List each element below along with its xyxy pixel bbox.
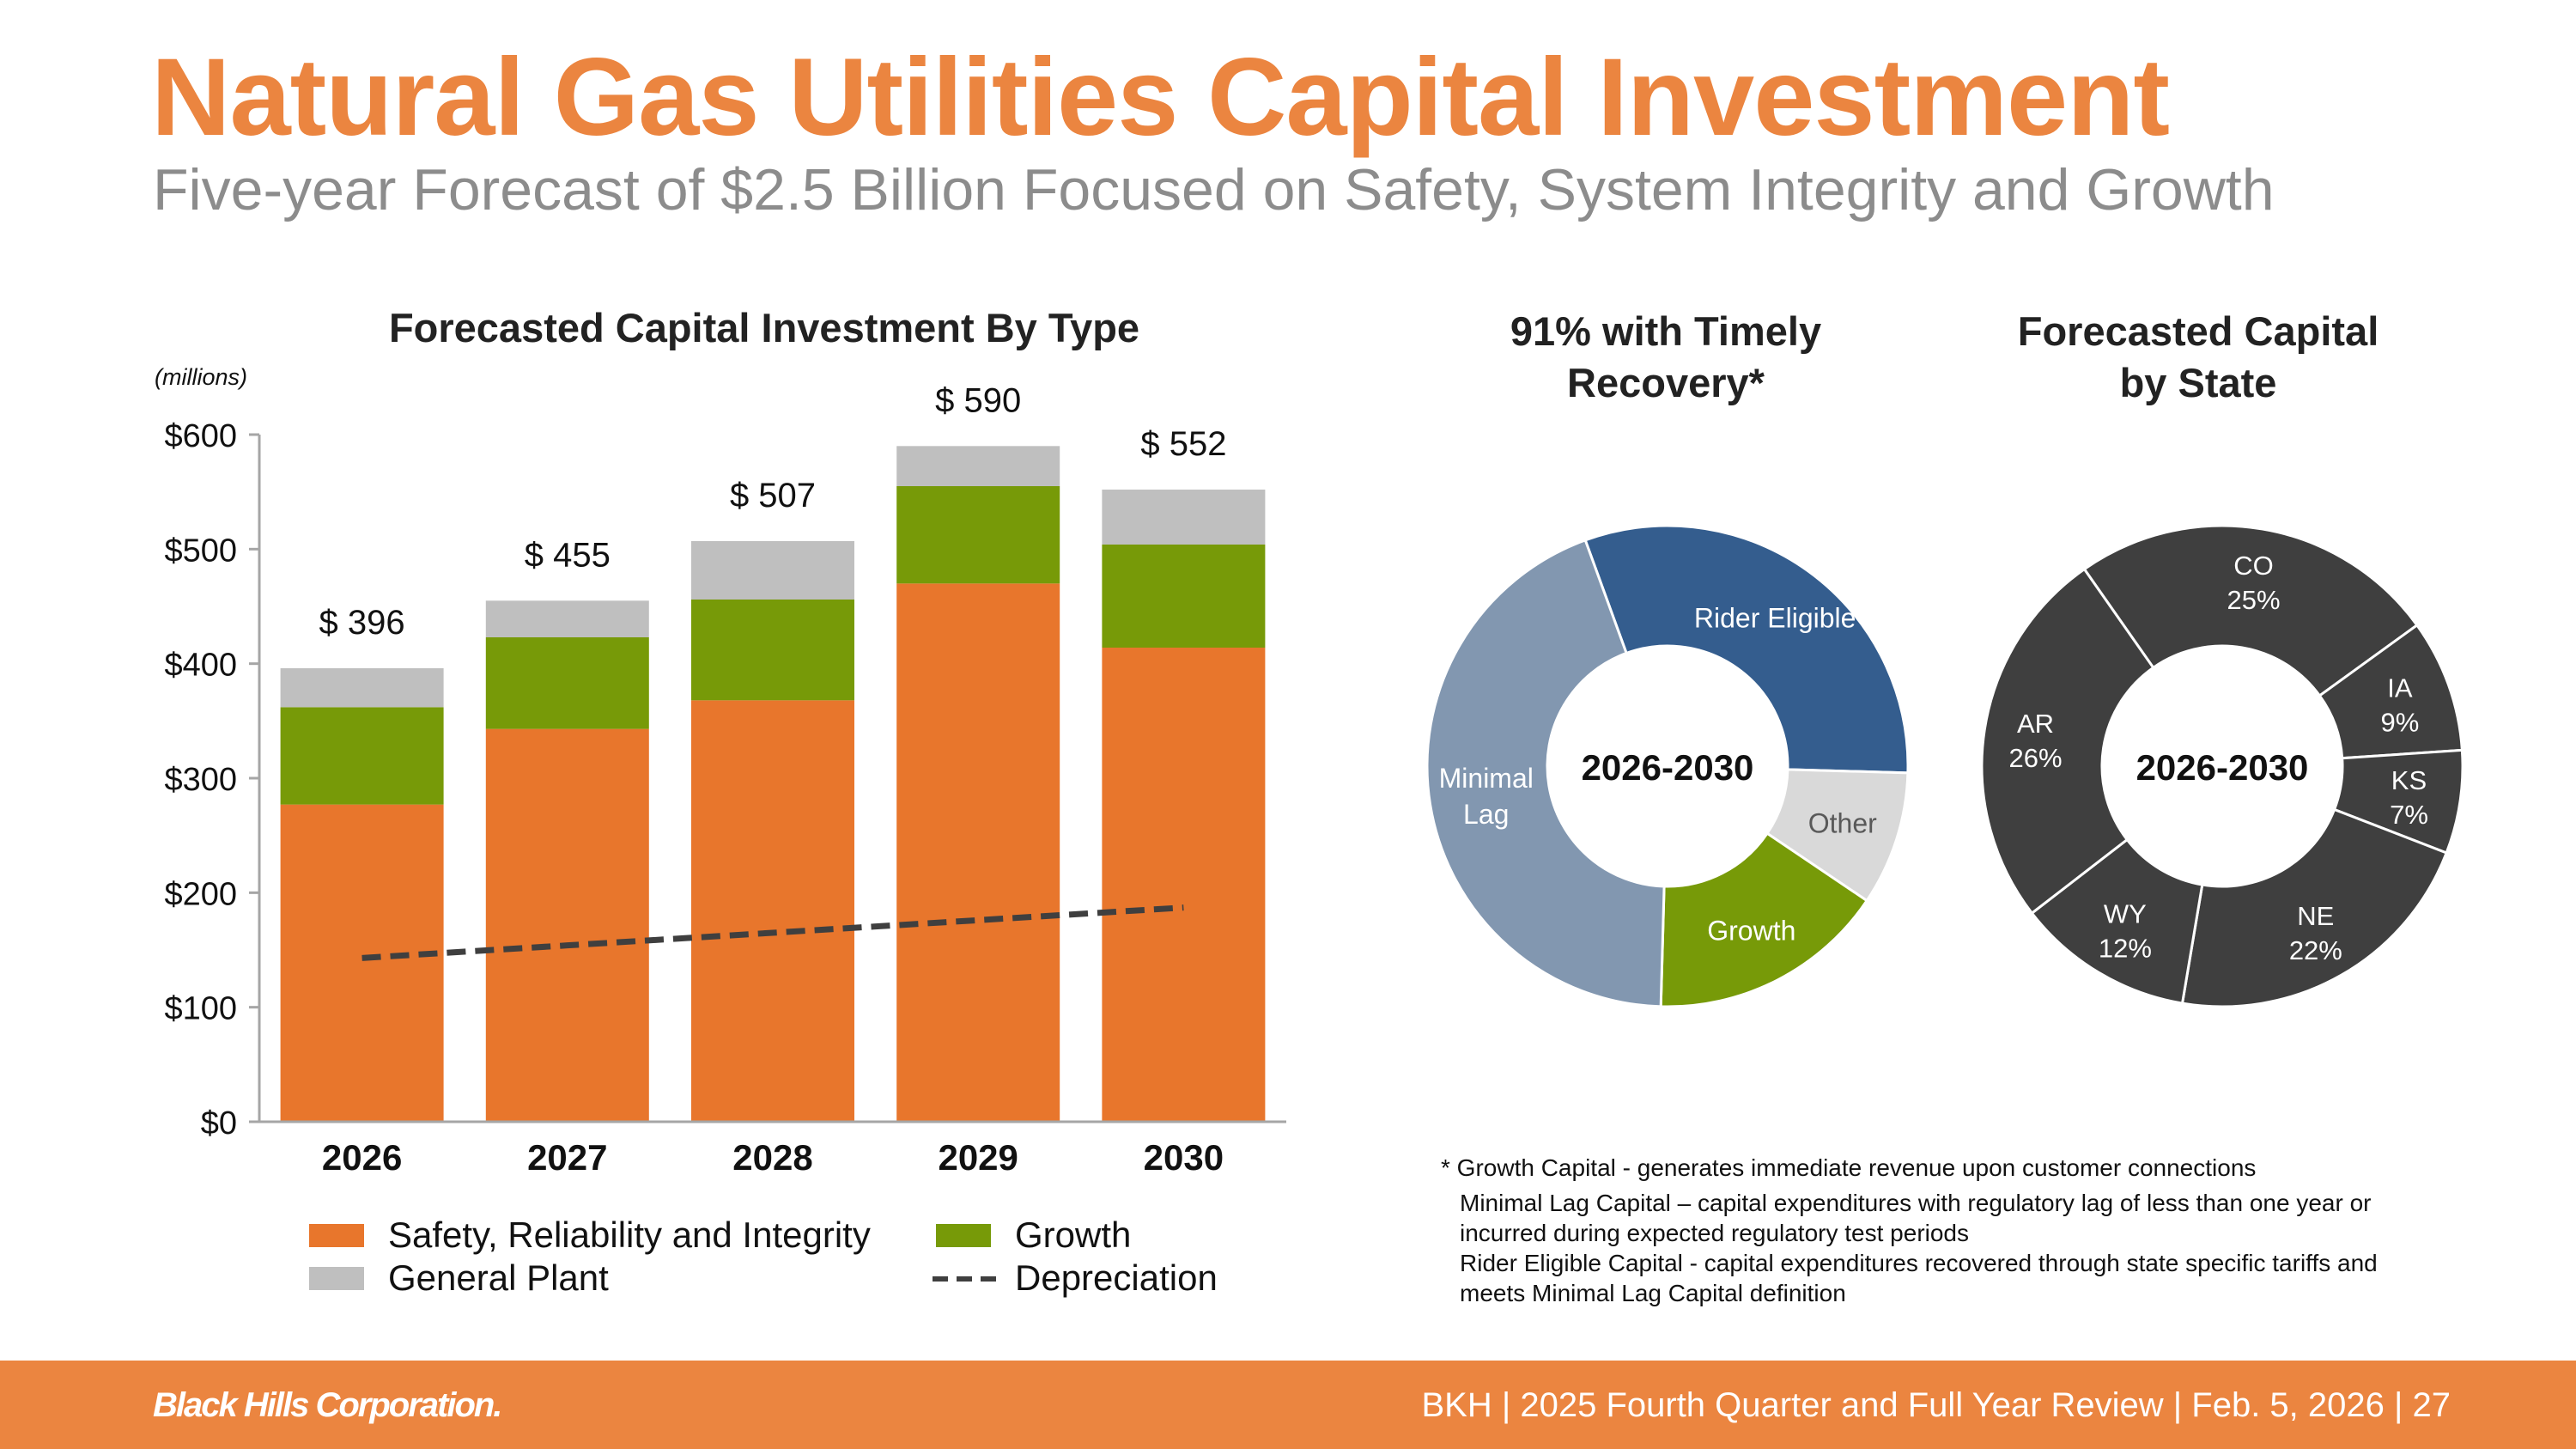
legend-swatch-safety <box>309 1224 364 1247</box>
bar-segment-safety-2028 <box>691 700 854 1122</box>
y-tick-label: $0 <box>201 1105 237 1142</box>
state-slice-name-ks: KS <box>2391 765 2427 795</box>
state-slice-ar <box>1980 567 2155 916</box>
state-title-line-2: by State <box>2119 360 2277 405</box>
y-tick-label: $500 <box>164 533 237 569</box>
footnote-minimal-lag: Minimal Lag Capital – capital expenditur… <box>1460 1190 2372 1216</box>
state-slice-pct-ar: 26% <box>2008 743 2062 773</box>
x-tick-label-2029: 2029 <box>938 1137 1018 1178</box>
bar-chart: $0 $100 $200 $300 $400 $500 $600 $ 396 2026 $ 455… <box>164 381 1286 1298</box>
recovery-slice-label-other: Other <box>1808 807 1877 838</box>
state-slice-name-co: CO <box>2233 551 2274 581</box>
y-tick-label: $100 <box>164 991 237 1027</box>
recovery-slice-minimal-lag <box>1425 538 1666 1008</box>
bar-segment-growth-2028 <box>691 600 854 701</box>
company-logo: Black Hills Corporation. <box>153 1386 502 1424</box>
state-center-label: 2026-2030 <box>2136 747 2309 788</box>
state-donut: CO 25% IA 9% KS 7% NE 22% WY 12% AR 26% 2026-2030 <box>1980 524 2464 1008</box>
state-slice-pct-ks: 7% <box>2390 800 2428 830</box>
bar-segment-general-2030 <box>1102 490 1266 545</box>
bar-chart-title: Forecasted Capital Investment By Type <box>388 305 1140 350</box>
legend-swatch-growth <box>936 1224 991 1247</box>
footnote-minimal-lag-cont: incurred during expected regulatory test… <box>1460 1220 1970 1246</box>
legend-label-general: General Plant <box>388 1257 609 1298</box>
recovery-slice-label-minimal-lag: Minimal <box>1439 763 1534 794</box>
footnote-rider-cont: meets Minimal Lag Capital definition <box>1460 1280 1846 1306</box>
state-slice-ne <box>2180 807 2449 1008</box>
bar-segment-general-2027 <box>485 600 649 637</box>
recovery-slice-label-minimal-lag: Lag <box>1463 799 1509 830</box>
y-tick-label: $400 <box>164 648 237 684</box>
recovery-slice-growth <box>1659 831 1869 1008</box>
recovery-slice-label-rider-eligible: Rider Eligible <box>1694 602 1856 633</box>
recovery-title-line-1: 91% with Timely <box>1510 308 1822 354</box>
footnote-rider: Rider Eligible Capital - capital expendi… <box>1460 1250 2378 1276</box>
x-tick-label-2028: 2028 <box>732 1137 812 1178</box>
bar-segment-growth-2027 <box>485 637 649 729</box>
state-slice-name-wy: WY <box>2104 899 2147 929</box>
page-title: Natural Gas Utilities Capital Investment <box>151 36 2170 159</box>
bar-segment-safety-2030 <box>1102 648 1266 1122</box>
recovery-donut-title: 91% with Timely Recovery* <box>1408 306 1923 409</box>
bar-segment-general-2026 <box>280 668 444 708</box>
bar-segment-growth-2030 <box>1102 545 1266 648</box>
x-tick-label-2027: 2027 <box>527 1137 607 1178</box>
recovery-title-line-2: Recovery* <box>1567 360 1765 405</box>
state-title-line-1: Forecasted Capital <box>2017 308 2379 354</box>
bar-segment-general-2028 <box>691 541 854 600</box>
bar-segment-growth-2029 <box>896 486 1060 584</box>
depreciation-line <box>361 904 1184 961</box>
y-tick-label: $200 <box>164 876 237 912</box>
state-donut-title: Forecasted Capital by State <box>1941 306 2456 409</box>
state-slice-name-ar: AR <box>2017 709 2054 739</box>
bar-segment-safety-2026 <box>280 804 444 1122</box>
footnotes: * Growth Capital - generates immediate r… <box>1441 1153 2378 1308</box>
footer-bar: Black Hills Corporation. BKH | 2025 Four… <box>0 1361 2576 1449</box>
legend-label-growth: Growth <box>1015 1215 1131 1255</box>
legend-label-safety: Safety, Reliability and Integrity <box>388 1215 871 1255</box>
state-slice-pct-wy: 12% <box>2099 934 2152 964</box>
recovery-slice-label-growth: Growth <box>1707 915 1795 946</box>
recovery-center-label: 2026-2030 <box>1582 747 1754 788</box>
state-slice-pct-co: 25% <box>2227 585 2280 615</box>
x-tick-label-2026: 2026 <box>322 1137 402 1178</box>
legend-label-depreciation: Depreciation <box>1015 1257 1218 1298</box>
unit-note: (millions) <box>155 364 247 390</box>
recovery-slice-rider-eligible <box>1583 524 1910 775</box>
legend-swatch-general <box>309 1267 364 1290</box>
state-slice-name-ia: IA <box>2387 673 2413 703</box>
recovery-donut: Rider Eligible Other Growth Minimal Lag 2026-… <box>1425 524 1910 1008</box>
state-slice-pct-ne: 22% <box>2289 935 2342 965</box>
bar-total-label-2027: $ 455 <box>525 536 611 574</box>
state-slice-name-ne: NE <box>2297 901 2334 931</box>
bar-total-label-2030: $ 552 <box>1140 425 1226 463</box>
bar-segment-safety-2027 <box>485 728 649 1122</box>
bar-segment-general-2029 <box>896 446 1060 486</box>
footer-text: BKH | 2025 Fourth Quarter and Full Year … <box>1421 1386 2451 1424</box>
footnote-growth: * Growth Capital - generates immediate r… <box>1441 1154 2257 1181</box>
x-tick-label-2030: 2030 <box>1144 1137 1224 1178</box>
bar-segment-growth-2026 <box>280 707 444 805</box>
bar-segment-safety-2029 <box>896 583 1060 1122</box>
bar-total-label-2026: $ 396 <box>319 604 405 642</box>
bar-total-label-2028: $ 507 <box>730 477 816 514</box>
page-subtitle: Five-year Forecast of $2.5 Billion Focus… <box>153 157 2275 222</box>
y-tick-label: $300 <box>164 762 237 798</box>
bar-total-label-2029: $ 590 <box>935 381 1021 419</box>
y-tick-label: $600 <box>164 418 237 454</box>
state-slice-co <box>2082 524 2419 698</box>
state-slice-pct-ia: 9% <box>2381 707 2420 737</box>
